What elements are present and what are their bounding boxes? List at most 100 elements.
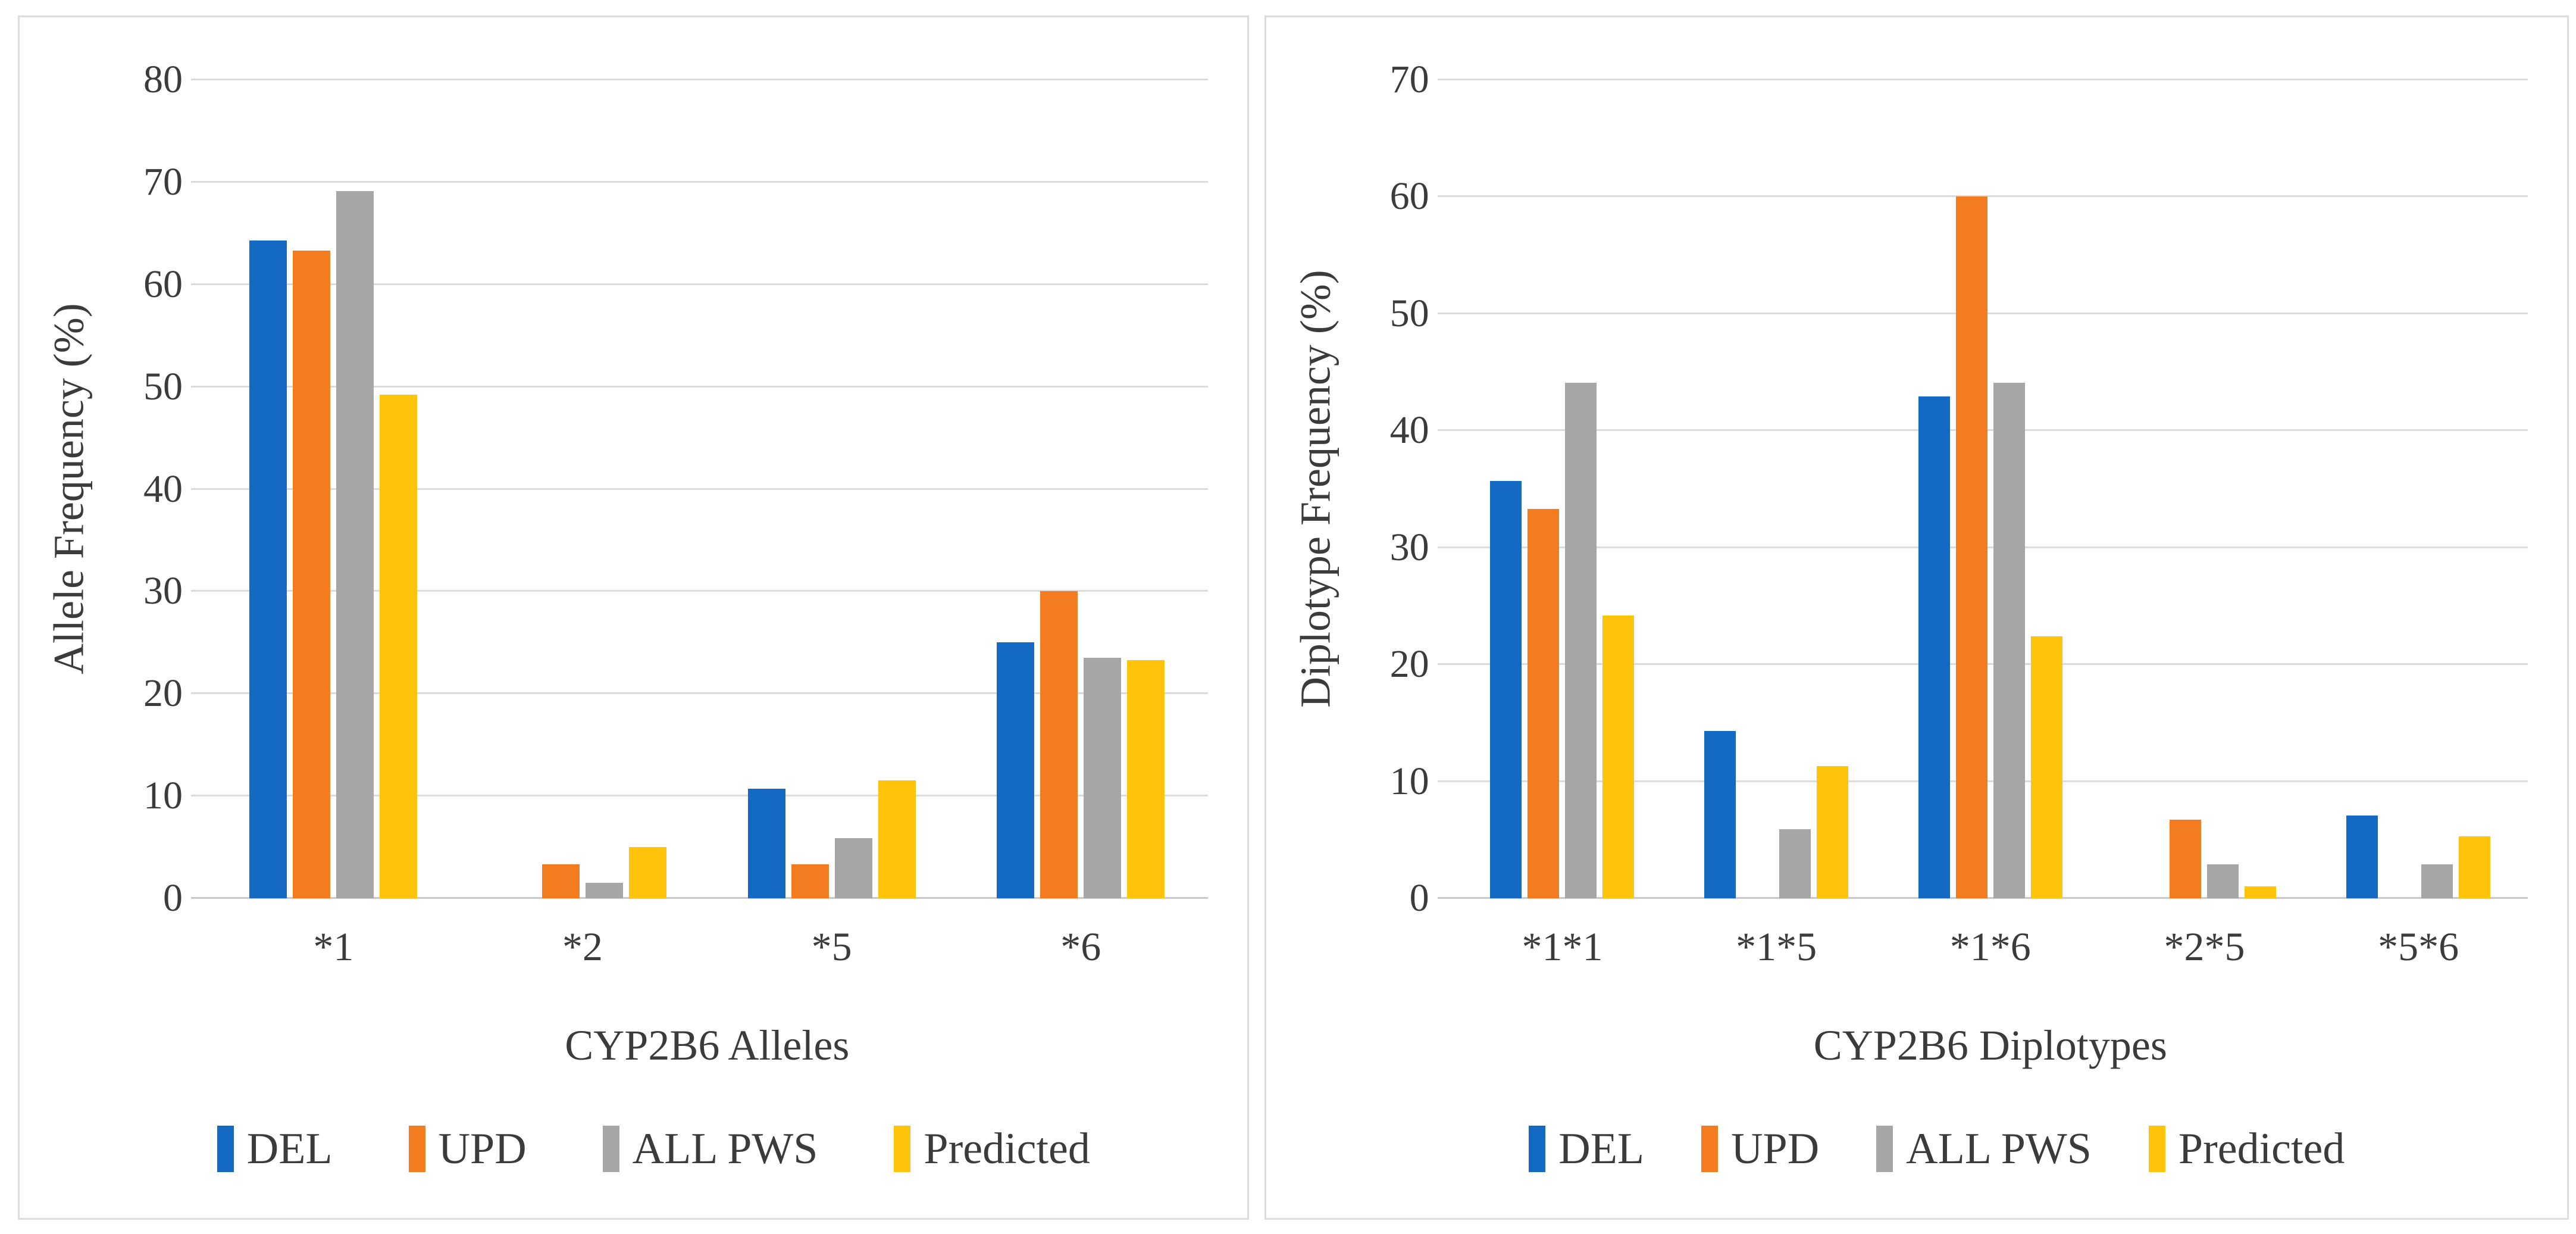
gridline [1437,195,2528,198]
legend-label: Predicted [924,1124,1090,1173]
x-category-label: *1 [313,924,354,969]
legend-label: ALL PWS [1906,1124,2092,1173]
bar-predicted [878,780,916,898]
bar-del [249,240,287,898]
gridline [191,692,1208,695]
bar-predicted [1127,660,1165,898]
bar-del [997,642,1035,898]
legend-label: ALL PWS [632,1124,818,1173]
bar-predicted [1817,766,1849,898]
legend-item-predicted: Predicted [2148,1124,2345,1174]
y-axis-tick-labels: 0 10 20 30 40 50 60 70 [1348,60,1456,918]
y-tick-label: 0 [163,876,183,920]
x-category-label: *2 [562,924,603,969]
bar-all-pws [585,883,623,898]
x-axis-title: CYP2B6 Alleles [565,1021,850,1069]
y-tick-label: 70 [143,160,183,204]
allele-frequency-chart-panel: Allele Frequency (%) 0 10 20 30 40 50 60 70 80 *… [18,15,1249,1220]
bar-all-pws [1565,382,1597,898]
legend-swatch [408,1126,425,1172]
x-category-label: *2*5 [2164,924,2245,969]
bar-all-pws [834,838,872,898]
gridline [191,795,1208,797]
bar-group-16 [1883,80,2098,898]
x-category-label: *1*6 [1949,924,2031,969]
bar-predicted [380,395,418,898]
legend-label: DEL [1558,1124,1645,1173]
bar-del [1704,731,1736,898]
x-axis-category-labels: *1 *2 *5 *6 [209,898,1206,994]
bar-del [1490,480,1522,898]
bar-upd [1040,591,1078,898]
y-tick-label: 60 [143,262,183,306]
gridline [191,283,1208,285]
bar-predicted [1602,615,1635,898]
plot-area [1437,79,2528,899]
bar-group-1 [209,80,458,898]
y-tick-label: 0 [1409,876,1429,920]
bar-all-pws [2207,864,2239,898]
bar-group-15 [1669,80,1883,898]
bar-group-25 [2098,80,2312,898]
bar-upd [1528,508,1560,898]
plot-area [191,79,1208,899]
x-category-label: *5 [811,924,852,969]
bar-predicted [2245,886,2277,898]
bar-group-11 [1456,80,1670,898]
bar-all-pws [1084,658,1122,898]
legend-label: Predicted [2178,1124,2345,1173]
legend-item-del: DEL [1529,1124,1644,1174]
y-tick-label: 80 [143,58,183,101]
bar-predicted [2030,636,2062,898]
gridline [191,488,1208,490]
bar-group-56 [2311,80,2525,898]
bar-del [747,789,785,898]
y-tick-label: 60 [1389,174,1429,218]
legend-swatch [894,1126,911,1172]
y-tick-label: 40 [1389,408,1429,452]
bar-groups [209,80,1206,898]
legend-swatch [1876,1126,1893,1172]
bar-del [2346,815,2378,898]
bar-group-5 [707,80,956,898]
legend: DEL UPD ALL PWS Predicted [102,1098,1206,1200]
y-tick-label: 30 [1389,525,1429,569]
legend-item-all-pws: ALL PWS [1876,1124,2092,1174]
legend: DEL UPD ALL PWS Predicted [1348,1098,2525,1200]
gridline [191,180,1208,183]
x-category-label: *5*6 [2378,924,2459,969]
legend-item-upd: UPD [408,1124,527,1174]
y-axis-title: Allele Frequency (%) [45,303,93,675]
legend-swatch [1701,1126,1719,1172]
diplotype-frequency-chart-panel: Diplotype Frequency (%) 0 10 20 30 40 50 60 70 … [1264,15,2569,1220]
gridline [1437,79,2528,80]
x-axis-title: CYP2B6 Diplotypes [1813,1021,2167,1069]
gridline [191,590,1208,592]
bar-upd [1955,196,1987,898]
y-axis-title: Diplotype Frequency (%) [1291,270,1339,708]
x-category-label: *1*5 [1736,924,1817,969]
x-category-label: *1*1 [1522,924,1603,969]
bar-upd [2170,820,2202,898]
bar-group-2 [458,80,708,898]
legend-label: UPD [1731,1124,1820,1173]
legend-item-del: DEL [217,1124,333,1174]
diplotype-frequency-chart: Diplotype Frequency (%) 0 10 20 30 40 50 60 70 … [1266,17,2567,1218]
y-tick-label: 30 [143,569,183,613]
legend-item-predicted: Predicted [894,1124,1090,1174]
gridline [191,385,1208,388]
y-tick-label: 70 [1389,58,1429,101]
bar-groups [1456,80,2525,898]
legend-item-all-pws: ALL PWS [602,1124,818,1174]
bar-all-pws [1779,829,1811,898]
bar-group-6 [956,80,1206,898]
y-tick-label: 10 [1389,759,1429,803]
y-tick-label: 50 [1389,291,1429,335]
legend-label: DEL [246,1124,333,1173]
bar-del [1918,396,1950,898]
x-axis-category-labels: *1*1 *1*5 *1*6 *2*5 *5*6 [1456,898,2525,994]
x-category-label: *6 [1060,924,1101,969]
bar-upd [293,251,331,898]
y-tick-label: 20 [143,671,183,716]
